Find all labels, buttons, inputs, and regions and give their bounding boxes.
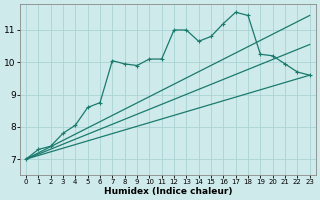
X-axis label: Humidex (Indice chaleur): Humidex (Indice chaleur) bbox=[104, 187, 232, 196]
